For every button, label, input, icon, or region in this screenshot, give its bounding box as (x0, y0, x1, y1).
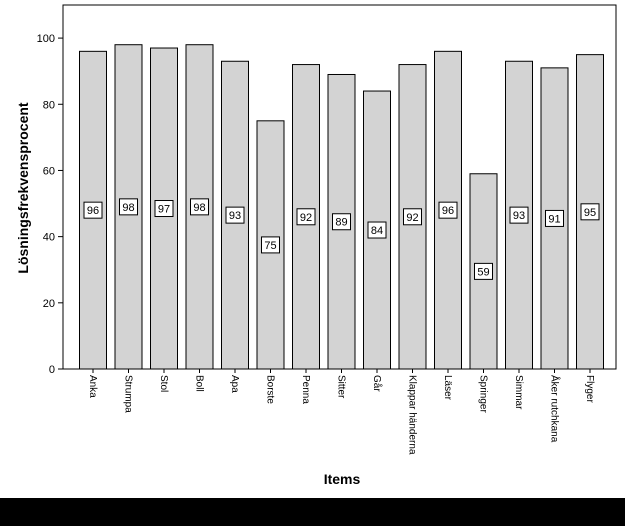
data-label: 93 (513, 210, 525, 222)
data-label-box (509, 206, 529, 224)
y-axis-title: Lösningsfrekvensprocent (15, 102, 31, 273)
data-label: 93 (229, 210, 241, 222)
x-axis-title: Items (324, 471, 361, 487)
x-tick-label: Klappar händerna (407, 375, 418, 455)
data-label: 96 (87, 205, 99, 217)
bottom-bar (0, 498, 625, 526)
data-label-box (119, 198, 138, 216)
data-label: 96 (442, 205, 454, 217)
x-tick-label: Åker rutchkana (549, 375, 562, 443)
data-label: 59 (477, 266, 489, 278)
data-label-box (154, 200, 174, 218)
y-tick-label: 0 (49, 364, 55, 376)
data-label: 95 (584, 207, 596, 219)
x-tick-label: Springer (478, 375, 489, 413)
data-label: 89 (335, 217, 347, 229)
x-tick-label: Strumpa (123, 375, 134, 413)
data-label-box (403, 208, 422, 226)
data-label-box (438, 201, 458, 219)
data-label-box (367, 221, 387, 239)
data-label: 98 (122, 202, 134, 214)
data-label: 75 (264, 240, 276, 252)
data-label-box (296, 208, 316, 226)
x-tick-label: Penna (300, 375, 311, 404)
data-label: 98 (193, 202, 205, 214)
x-axis: Anka Strumpa Stol Boll Apa Borste Penna Sitter G… (87, 369, 595, 455)
y-tick-label: 60 (43, 165, 55, 177)
x-tick-label: Sitter (336, 375, 347, 399)
x-tick-label: Går (371, 375, 383, 392)
data-label: 92 (406, 212, 418, 224)
y-tick-label: 40 (43, 232, 55, 244)
y-tick-label: 20 (43, 298, 55, 310)
data-label-box (261, 236, 280, 254)
x-tick-label: Flyger (584, 375, 595, 403)
y-axis: 0 20 40 60 80 100 (37, 4, 617, 376)
y-tick-label: 80 (43, 99, 55, 111)
data-labels-group: 96 98 97 98 93 75 92 89 84 92 96 59 93 91 95 (83, 198, 600, 280)
x-tick-label: Borste (265, 375, 276, 404)
x-tick-label: Boll (194, 375, 205, 392)
data-label-box (190, 198, 209, 216)
x-tick-label: Apa (229, 375, 240, 393)
data-label: 84 (371, 225, 383, 237)
data-label-box (545, 209, 564, 227)
data-label-box (83, 201, 103, 219)
data-label-box (580, 203, 600, 221)
x-tick-label: Simmar (513, 375, 524, 410)
data-label: 91 (548, 213, 560, 225)
x-tick-label: Läser (442, 375, 453, 401)
x-tick-label: Stol (158, 375, 169, 392)
data-label-box (474, 262, 493, 280)
data-label: 92 (300, 212, 312, 224)
data-label-box (225, 206, 245, 224)
data-label-box (332, 213, 351, 231)
x-tick-label: Anka (87, 375, 98, 398)
y-tick-label: 100 (37, 33, 55, 45)
data-label: 97 (158, 204, 170, 216)
plot-frame (62, 4, 617, 370)
